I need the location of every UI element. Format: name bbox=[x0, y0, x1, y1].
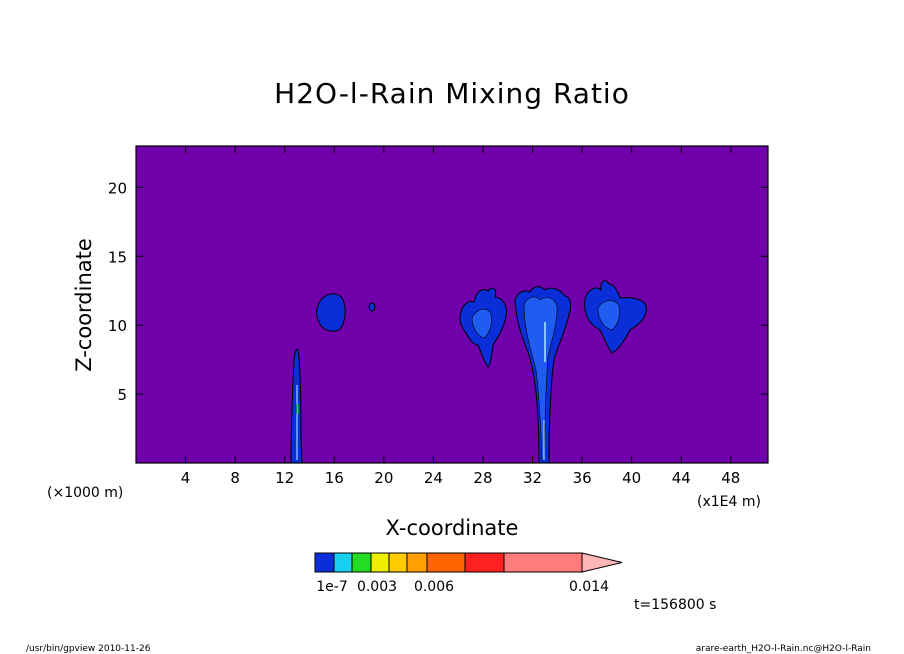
x-tick-label-12: 12 bbox=[275, 469, 294, 487]
x-tick-label-40: 40 bbox=[622, 469, 641, 487]
cloud-anvil-2-inner bbox=[597, 300, 621, 331]
footer-right: arare-earth_H2O-l-Rain.nc@H2O-l-Rain bbox=[696, 644, 871, 654]
plot-area bbox=[136, 146, 768, 463]
colorbar-cell-3 bbox=[370, 552, 390, 573]
x-tick-label-32: 32 bbox=[523, 469, 542, 487]
colorbar-cell-0 bbox=[314, 552, 335, 573]
y-tick-label-15: 15 bbox=[108, 248, 127, 266]
rain-tower-left-green bbox=[296, 404, 299, 414]
x-tick-label-4: 4 bbox=[181, 469, 191, 487]
colorbar-cell-8 bbox=[503, 552, 583, 573]
x-tick-label-20: 20 bbox=[374, 469, 393, 487]
x-tick-label-36: 36 bbox=[573, 469, 592, 487]
y-tick-label-20: 20 bbox=[108, 179, 127, 197]
x-axis: 4 8 12 16 20 24 28 32 36 40 44 48 bbox=[181, 146, 740, 487]
x-tick-label-48: 48 bbox=[721, 469, 740, 487]
x-tick-label-44: 44 bbox=[672, 469, 691, 487]
time-label: t=156800 s bbox=[634, 597, 716, 613]
colorbar-labels: 1e-7 0.003 0.006 0.014 bbox=[316, 579, 609, 595]
colorbar-cell-7 bbox=[464, 552, 505, 573]
chart-title: H2O-l-Rain Mixing Ratio bbox=[274, 77, 630, 110]
colorbar bbox=[314, 552, 623, 573]
colorbar-cell-1 bbox=[333, 552, 353, 573]
colorbar-cell-2 bbox=[351, 552, 372, 573]
contour-features bbox=[290, 280, 647, 464]
x-axis-title: X-coordinate bbox=[386, 516, 519, 540]
colorbar-cell-4 bbox=[388, 552, 408, 573]
footer-left: /usr/bin/gpview 2010-11-26 bbox=[26, 644, 151, 654]
y-axis: 5 10 15 20 bbox=[108, 179, 768, 404]
y-tick-label-10: 10 bbox=[108, 317, 127, 335]
plot-frame bbox=[135, 145, 769, 464]
y-axis-title: Z-coordinate bbox=[72, 238, 96, 372]
x-tick-label-8: 8 bbox=[230, 469, 240, 487]
colorbar-label-2: 0.006 bbox=[414, 579, 454, 595]
x-unit-label: (×1000 m) bbox=[47, 485, 123, 501]
colorbar-label-0: 1e-7 bbox=[316, 579, 347, 595]
colorbar-label-3: 0.014 bbox=[569, 579, 609, 595]
cloud-blob-1 bbox=[316, 293, 346, 332]
x-tick-label-28: 28 bbox=[473, 469, 492, 487]
colorbar-cell-6 bbox=[426, 552, 466, 573]
rain-tower-main-inner bbox=[523, 296, 558, 461]
x-tick-label-24: 24 bbox=[424, 469, 443, 487]
y-tick-label-5: 5 bbox=[117, 386, 127, 404]
colorbar-cell-5 bbox=[406, 552, 428, 573]
colorbar-extend-arrow bbox=[581, 552, 623, 573]
x-scale-label: (x1E4 m) bbox=[697, 494, 761, 510]
cloud-anvil-1-inner bbox=[471, 308, 492, 339]
cloud-blob-2 bbox=[368, 302, 376, 312]
colorbar-label-1: 0.003 bbox=[357, 579, 397, 595]
x-tick-label-16: 16 bbox=[325, 469, 344, 487]
